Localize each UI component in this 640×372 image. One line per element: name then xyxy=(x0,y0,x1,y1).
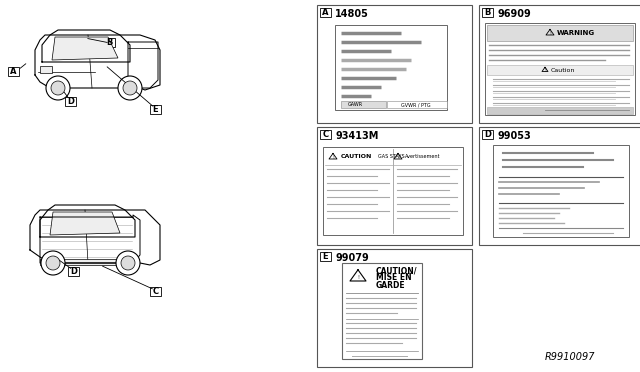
Bar xyxy=(341,101,386,108)
Text: C: C xyxy=(152,287,159,296)
Text: GVWR / PTG: GVWR / PTG xyxy=(401,103,431,108)
Bar xyxy=(320,8,331,17)
Circle shape xyxy=(121,256,135,270)
Circle shape xyxy=(123,81,137,95)
Text: MISE EN: MISE EN xyxy=(376,273,412,282)
Bar xyxy=(150,105,161,114)
Text: D: D xyxy=(484,130,491,139)
Bar xyxy=(335,25,447,110)
Bar xyxy=(40,66,52,73)
Text: GARDE: GARDE xyxy=(376,280,406,289)
Text: 99053: 99053 xyxy=(497,131,531,141)
Circle shape xyxy=(118,76,142,100)
Bar xyxy=(479,5,640,123)
Bar xyxy=(493,145,629,237)
Bar xyxy=(68,267,79,276)
Text: B: B xyxy=(106,38,113,47)
Bar xyxy=(342,263,422,359)
Bar xyxy=(317,127,472,245)
Bar xyxy=(479,127,640,245)
Circle shape xyxy=(116,251,140,275)
Circle shape xyxy=(51,81,65,95)
Bar xyxy=(317,5,472,123)
Bar xyxy=(487,107,633,114)
Text: R9910097: R9910097 xyxy=(545,352,595,362)
Bar xyxy=(482,130,493,139)
Bar xyxy=(487,65,633,75)
Bar xyxy=(8,67,19,76)
Text: GAS STAYS: GAS STAYS xyxy=(378,154,404,160)
Text: Avertissement: Avertissement xyxy=(405,154,440,160)
Circle shape xyxy=(41,251,65,275)
Bar xyxy=(485,23,635,115)
Text: Caution: Caution xyxy=(551,67,575,73)
Text: CAUTION/: CAUTION/ xyxy=(376,266,417,276)
Text: E: E xyxy=(323,252,328,261)
Circle shape xyxy=(46,76,70,100)
Text: D: D xyxy=(70,267,77,276)
Text: 96909: 96909 xyxy=(497,9,531,19)
Circle shape xyxy=(46,256,60,270)
Text: CAUTION: CAUTION xyxy=(341,154,372,160)
Bar xyxy=(323,147,463,235)
Polygon shape xyxy=(50,212,120,235)
Text: !: ! xyxy=(397,155,399,160)
Bar xyxy=(387,101,447,108)
Bar xyxy=(320,130,331,139)
Text: !: ! xyxy=(549,31,551,36)
Text: D: D xyxy=(67,97,74,106)
Text: WARNING: WARNING xyxy=(557,30,595,36)
Bar xyxy=(482,8,493,17)
Text: !: ! xyxy=(332,155,334,160)
Bar xyxy=(150,287,161,296)
Text: !: ! xyxy=(357,275,359,280)
Bar xyxy=(65,97,76,106)
Text: A: A xyxy=(323,8,329,17)
Text: 99079: 99079 xyxy=(335,253,369,263)
Text: E: E xyxy=(153,105,158,114)
Text: C: C xyxy=(323,130,328,139)
Bar xyxy=(317,249,472,367)
Text: GAWR: GAWR xyxy=(348,103,363,108)
Text: !: ! xyxy=(544,68,546,73)
Polygon shape xyxy=(52,37,118,60)
Text: B: B xyxy=(484,8,491,17)
Bar xyxy=(320,252,331,261)
Text: 93413M: 93413M xyxy=(335,131,378,141)
Text: A: A xyxy=(10,67,17,76)
Bar xyxy=(487,25,633,41)
Bar xyxy=(104,38,115,47)
Bar xyxy=(40,259,133,265)
Text: 14805: 14805 xyxy=(335,9,369,19)
